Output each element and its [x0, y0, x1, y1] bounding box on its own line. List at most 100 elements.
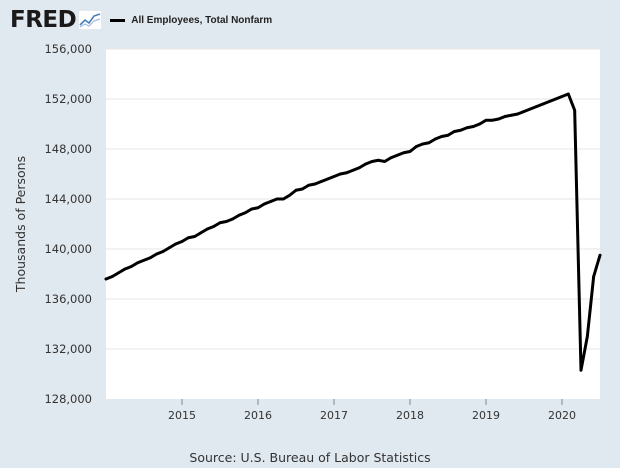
data-point [275, 197, 279, 201]
data-point [110, 275, 114, 278]
data-point [459, 128, 463, 132]
data-point [566, 92, 570, 96]
data-point [319, 180, 323, 183]
data-point [117, 271, 121, 275]
data-point [414, 145, 418, 148]
data-point [351, 168, 355, 172]
data-point [427, 141, 431, 145]
legend: All Employees, Total Nonfarm [110, 15, 272, 26]
series-group [104, 92, 602, 372]
y-tick-label: 144,000 [44, 192, 92, 206]
data-point [452, 130, 456, 133]
data-point [262, 202, 266, 206]
data-point [497, 117, 501, 121]
data-point [446, 133, 450, 137]
fred-logo[interactable]: FRED [10, 7, 77, 33]
header: FRED All Employees, Total Nonfarm [10, 6, 272, 34]
data-point [383, 160, 387, 163]
data-point [528, 107, 532, 111]
data-point [300, 187, 304, 191]
data-point [535, 105, 539, 108]
data-point [421, 142, 425, 146]
data-point [433, 137, 437, 141]
data-point [484, 118, 488, 122]
data-point [281, 197, 285, 201]
source-note: Source: U.S. Bureau of Labor Statistics [189, 450, 431, 465]
data-point [503, 115, 507, 118]
data-point [167, 246, 171, 250]
y-tick-label: 140,000 [44, 242, 92, 256]
data-point [326, 177, 330, 181]
data-point [395, 153, 399, 157]
x-tick-label: 2016 [244, 409, 272, 422]
data-point [357, 166, 361, 170]
data-point [243, 211, 247, 215]
data-point [516, 112, 520, 116]
y-tick-label: 136,000 [44, 292, 92, 306]
data-point [509, 113, 513, 117]
data-point [155, 252, 159, 256]
x-tick-label: 2015 [168, 409, 196, 422]
data-point [256, 206, 260, 210]
x-tick-label: 2020 [548, 409, 576, 422]
data-point [471, 125, 475, 128]
data-point [585, 335, 589, 338]
data-point [478, 122, 482, 126]
data-point [408, 150, 412, 153]
data-point [142, 258, 146, 262]
data-point [193, 235, 197, 238]
data-point [402, 151, 406, 155]
data-point [370, 160, 374, 163]
x-tick-label: 2017 [320, 409, 348, 422]
data-point [123, 267, 127, 271]
data-point [541, 102, 545, 106]
data-point [269, 200, 273, 203]
data-point [490, 118, 494, 122]
data-point [161, 250, 165, 253]
x-tick-label: 2018 [396, 409, 424, 422]
data-point [547, 100, 551, 103]
data-point [376, 158, 380, 162]
data-point [592, 275, 596, 278]
data-point [199, 231, 203, 235]
data-point [554, 97, 558, 101]
legend-label: All Employees, Total Nonfarm [131, 14, 273, 26]
data-point [465, 126, 469, 130]
data-point [598, 253, 602, 257]
y-axis: 128,000 132,000 136,000 140,000 144,000 148,0… [44, 42, 92, 406]
data-point [288, 193, 292, 197]
data-point [174, 242, 178, 246]
data-point [250, 207, 254, 211]
data-point [224, 220, 228, 223]
data-point [294, 188, 298, 192]
data-point [573, 108, 577, 112]
y-tick-label: 132,000 [44, 342, 92, 356]
data-point [307, 183, 311, 187]
data-point [313, 182, 317, 186]
data-point [579, 368, 583, 372]
data-point [104, 277, 108, 281]
data-point [205, 227, 209, 231]
data-point [148, 256, 152, 260]
data-point [345, 171, 349, 175]
data-point [129, 265, 133, 268]
gridlines [106, 48, 600, 350]
y-tick-label: 152,000 [44, 92, 92, 106]
data-point [522, 110, 526, 113]
data-point [237, 213, 241, 217]
data-point [338, 172, 342, 176]
data-point [218, 221, 222, 225]
fred-logo-graph-icon [78, 10, 103, 30]
y-tick-label: 148,000 [44, 142, 92, 156]
legend-line-swatch [110, 18, 126, 22]
y-tick-label: 128,000 [44, 392, 92, 406]
data-point [332, 175, 336, 178]
data-point [180, 240, 184, 243]
data-point [560, 95, 564, 98]
x-axis: 2015 2016 2017 2018 2019 2020 [168, 399, 576, 422]
y-axis-label: Thousands of Persons [13, 156, 28, 293]
y-tick-label: 156,000 [44, 42, 92, 56]
data-point [212, 225, 216, 228]
data-point [389, 156, 393, 160]
data-point [136, 261, 140, 265]
